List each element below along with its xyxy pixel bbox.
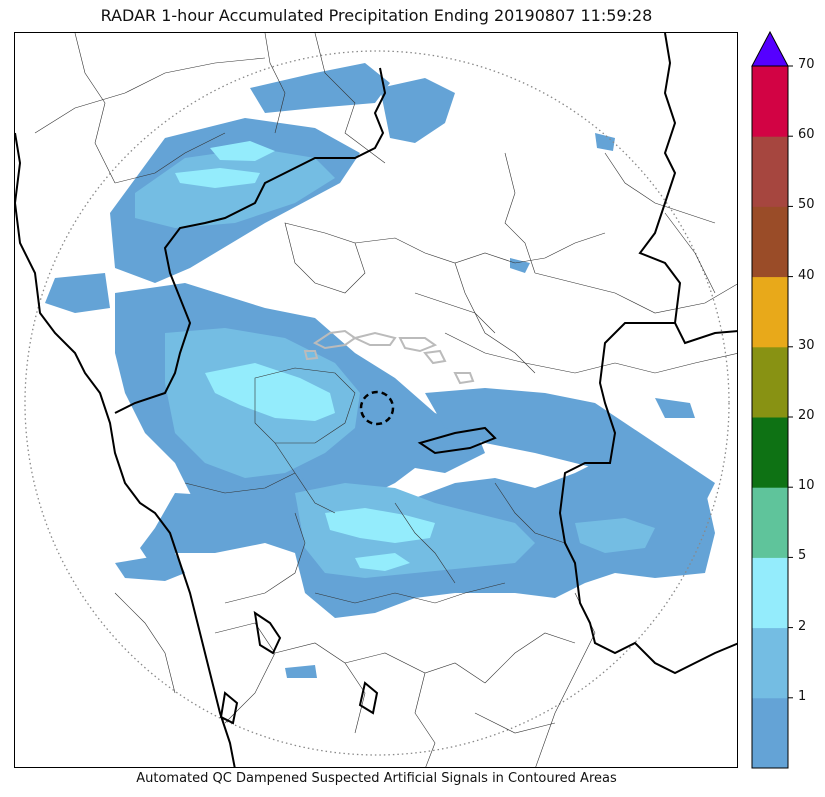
- radar-site-marker: [359, 390, 395, 426]
- precipitation-light: [45, 63, 715, 678]
- colorbar-tick-label: 40: [798, 267, 815, 283]
- colorbar-segment: [752, 557, 788, 629]
- colorbar-segment: [752, 66, 788, 137]
- colorbar-tick-label: 70: [798, 57, 815, 72]
- colorbar-scale: [751, 30, 793, 769]
- colorbar-segment: [752, 627, 788, 699]
- qc-contoured-areas: [303, 329, 475, 385]
- colorbar-tick-label: 1: [798, 688, 807, 704]
- colorbar-segment: [752, 417, 788, 488]
- colorbar-extend-arrow: [751, 30, 789, 67]
- colorbar-tick-label: 2: [798, 618, 807, 634]
- map-title: RADAR 1-hour Accumulated Precipitation E…: [100, 6, 653, 25]
- colorbar-tick-label: 60: [798, 127, 815, 143]
- colorbar-segment: [752, 346, 788, 418]
- colorbar-tick-label: 10: [798, 478, 815, 494]
- state-boundaries: [15, 33, 737, 767]
- colorbar-tick-label: 50: [798, 197, 815, 213]
- colorbar-segment: [752, 487, 788, 558]
- radar-range-ring: [24, 50, 730, 756]
- colorbar-segment: [752, 276, 788, 348]
- colorbar-tick-label: 5: [798, 548, 807, 564]
- radar-map: [14, 32, 738, 768]
- radar-map-canvas: [15, 33, 737, 767]
- colorbar-segment: [752, 206, 788, 278]
- district-boundaries: [34, 33, 737, 767]
- colorbar-segment: [752, 136, 788, 207]
- colorbar-tick-label: 20: [798, 408, 815, 423]
- map-caption: Automated QC Dampened Suspected Artifici…: [136, 771, 617, 786]
- precipitation-heavy: [175, 141, 435, 571]
- colorbar-tick-label: 30: [798, 337, 815, 353]
- colorbar: [751, 30, 793, 770]
- colorbar-segment: [752, 697, 788, 769]
